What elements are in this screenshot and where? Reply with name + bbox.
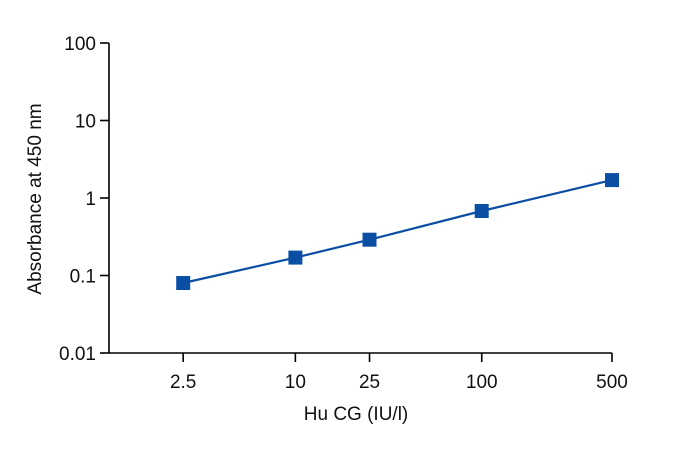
data-point-marker	[288, 250, 303, 265]
data-point-marker	[176, 276, 191, 290]
y-tick-label: 0.1	[70, 267, 96, 288]
x-tick-label: 100	[466, 372, 498, 393]
data-point-marker	[605, 173, 619, 188]
x-axis-title: Hu CG (IU/l)	[304, 404, 409, 425]
data-point-marker	[474, 204, 489, 218]
y-tick-label: 0.01	[59, 344, 96, 365]
series-layer	[176, 173, 619, 290]
x-tick-label: 500	[596, 372, 628, 393]
y-axis-title: Absorbance at 450 nm	[25, 103, 46, 294]
data-point-marker	[362, 232, 377, 247]
y-tick-label: 1	[85, 189, 96, 210]
x-tick-label: 2.5	[170, 372, 196, 393]
x-tick-label: 25	[359, 372, 380, 393]
series-line	[182, 179, 613, 285]
y-tick-label: 10	[75, 112, 96, 133]
axes-layer: 0.01 0.1 1 10 100 2.5 10 25 100 500	[59, 34, 628, 393]
y-tick-label: 100	[64, 34, 96, 55]
x-tick-label: 10	[285, 372, 306, 393]
